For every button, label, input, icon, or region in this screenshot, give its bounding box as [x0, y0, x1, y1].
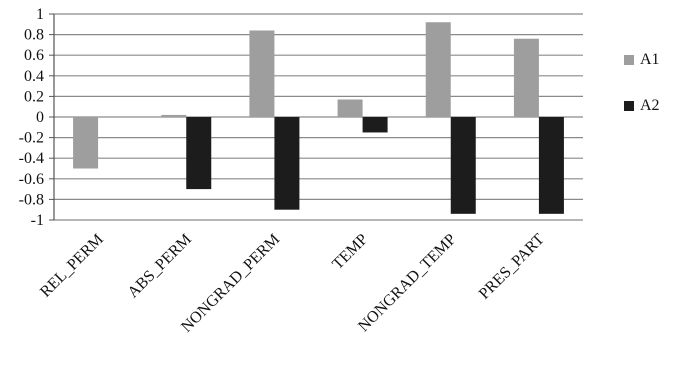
- x-category-label: NONGRAD_PERM: [178, 231, 283, 336]
- bar-a1: [513, 38, 539, 117]
- legend-swatch-a2: [624, 101, 634, 111]
- y-axis-ticks: 1 0.8 0.6 0.4 0.2 0 -0.2 -0.4 -0.6 -0.8 -1: [19, 6, 54, 229]
- bar-a1: [249, 30, 275, 118]
- bar-a2: [186, 117, 212, 190]
- y-tick-label: 1: [36, 6, 44, 23]
- x-category-label: NONGRAD_TEMP: [355, 231, 459, 335]
- y-tick-label: -0.2: [19, 130, 44, 147]
- bar-a2: [450, 117, 476, 214]
- legend-label-a2: A2: [640, 97, 660, 114]
- bar-a1: [73, 117, 99, 169]
- y-tick-label: -0.4: [19, 150, 44, 167]
- legend: A1 A2: [624, 48, 660, 140]
- y-tick-label: -1: [31, 212, 44, 229]
- gridlines: [54, 13, 583, 221]
- y-tick-label: 0.4: [24, 68, 44, 85]
- y-tick-label: 0.6: [24, 47, 44, 64]
- y-tick-label: 0.8: [24, 27, 44, 44]
- bar-a2: [274, 117, 300, 210]
- x-category-label: TEMP: [329, 231, 371, 273]
- legend-label-a1: A1: [640, 51, 660, 68]
- legend-item-a2: A2: [624, 94, 660, 118]
- x-category-label: ABS_PERM: [125, 231, 196, 302]
- bar-a2: [538, 117, 564, 214]
- y-tick-label: 0: [36, 109, 44, 126]
- legend-swatch-a1: [624, 55, 634, 65]
- bar-a1: [425, 22, 451, 118]
- y-tick-label: 0.2: [24, 88, 44, 105]
- y-tick-label: -0.6: [19, 171, 44, 188]
- bar-a1: [161, 114, 187, 117]
- y-tick-label: -0.8: [19, 191, 44, 208]
- legend-item-a1: A1: [624, 48, 660, 72]
- bar-a1: [337, 99, 363, 117]
- x-category-label: PRES_PART: [476, 231, 548, 303]
- bars: [73, 22, 564, 214]
- bar-a2: [362, 117, 388, 133]
- x-category-label: REL_PERM: [37, 231, 107, 301]
